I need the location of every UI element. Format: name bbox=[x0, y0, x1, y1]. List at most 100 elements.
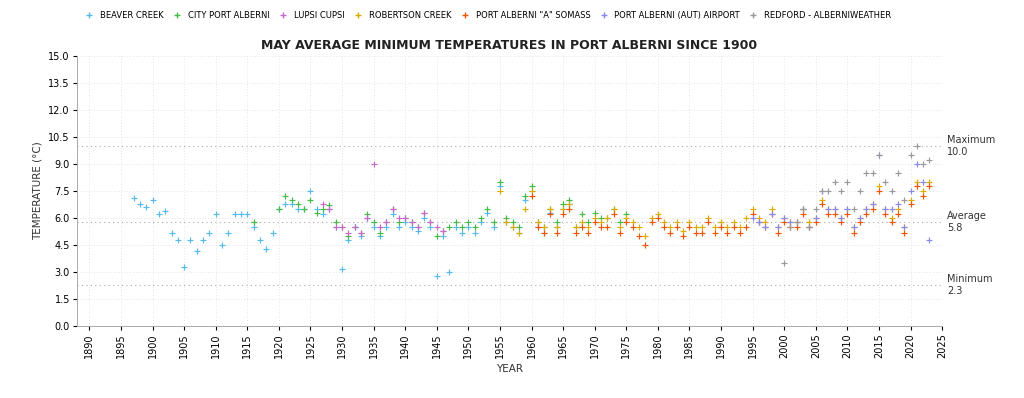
BEAVER CREEK bbox=[536, 229, 552, 236]
LUPSI CUPSI bbox=[372, 224, 388, 230]
BEAVER CREEK bbox=[391, 224, 408, 230]
BEAVER CREEK bbox=[157, 208, 173, 214]
CITY PORT ALBERNI bbox=[529, 219, 546, 225]
BEAVER CREEK bbox=[359, 215, 376, 221]
REDFORD - ALBERNIWEATHER bbox=[908, 143, 925, 149]
CITY PORT ALBERNI bbox=[573, 211, 590, 218]
PORT ALBERNI (AUT) AIRPORT bbox=[884, 206, 900, 212]
REDFORD - ALBERNIWEATHER bbox=[896, 197, 912, 203]
PORT ALBERNI (AUT) AIRPORT bbox=[877, 206, 893, 212]
BEAVER CREEK bbox=[308, 206, 325, 212]
PORT ALBERNI "A" SOMASS bbox=[656, 224, 673, 230]
CITY PORT ALBERNI bbox=[410, 224, 426, 230]
ROBERTSON CREEK bbox=[618, 215, 635, 221]
CITY PORT ALBERNI bbox=[290, 201, 306, 207]
BEAVER CREEK bbox=[473, 219, 489, 225]
ROBERTSON CREEK bbox=[505, 224, 521, 230]
LUPSI CUPSI bbox=[416, 209, 432, 216]
ROBERTSON CREEK bbox=[561, 201, 578, 207]
PORT ALBERNI (AUT) AIRPORT bbox=[890, 201, 906, 207]
PORT ALBERNI (AUT) AIRPORT bbox=[870, 152, 887, 158]
PORT ALBERNI (AUT) AIRPORT bbox=[826, 206, 843, 212]
CITY PORT ALBERNI bbox=[334, 224, 350, 230]
BEAVER CREEK bbox=[240, 211, 256, 218]
PORT ALBERNI "A" SOMASS bbox=[637, 242, 653, 248]
REDFORD - ALBERNIWEATHER bbox=[839, 179, 855, 185]
PORT ALBERNI (AUT) AIRPORT bbox=[852, 215, 868, 221]
ROBERTSON CREEK bbox=[611, 224, 628, 230]
LUPSI CUPSI bbox=[429, 224, 445, 230]
CITY PORT ALBERNI bbox=[391, 219, 408, 225]
ROBERTSON CREEK bbox=[656, 219, 673, 225]
PORT ALBERNI "A" SOMASS bbox=[587, 219, 603, 225]
CITY PORT ALBERNI bbox=[308, 209, 325, 216]
PORT ALBERNI (AUT) AIRPORT bbox=[914, 179, 931, 185]
BEAVER CREEK bbox=[296, 206, 312, 212]
CITY PORT ALBERNI bbox=[328, 219, 344, 225]
CITY PORT ALBERNI bbox=[246, 219, 262, 225]
BEAVER CREEK bbox=[454, 229, 470, 236]
REDFORD - ALBERNIWEATHER bbox=[870, 152, 887, 158]
CITY PORT ALBERNI bbox=[322, 202, 338, 209]
PORT ALBERNI "A" SOMASS bbox=[908, 182, 925, 189]
BEAVER CREEK bbox=[517, 197, 534, 203]
PORT ALBERNI "A" SOMASS bbox=[814, 201, 830, 207]
PORT ALBERNI "A" SOMASS bbox=[536, 229, 552, 236]
ROBERTSON CREEK bbox=[498, 219, 514, 225]
BEAVER CREEK bbox=[151, 211, 167, 218]
BEAVER CREEK bbox=[208, 211, 224, 218]
ROBERTSON CREEK bbox=[687, 224, 703, 230]
PORT ALBERNI "A" SOMASS bbox=[833, 219, 849, 225]
ROBERTSON CREEK bbox=[511, 229, 527, 236]
PORT ALBERNI "A" SOMASS bbox=[788, 224, 805, 230]
ROBERTSON CREEK bbox=[801, 219, 817, 225]
CITY PORT ALBERNI bbox=[581, 219, 597, 225]
LUPSI CUPSI bbox=[353, 229, 370, 236]
CITY PORT ALBERNI bbox=[561, 197, 578, 203]
PORT ALBERNI "A" SOMASS bbox=[605, 211, 622, 218]
ROBERTSON CREEK bbox=[625, 219, 641, 225]
PORT ALBERNI "A" SOMASS bbox=[611, 229, 628, 236]
BEAVER CREEK bbox=[126, 195, 142, 201]
ROBERTSON CREEK bbox=[681, 219, 697, 225]
PORT ALBERNI (AUT) AIRPORT bbox=[808, 215, 824, 221]
Text: Minimum
2.3: Minimum 2.3 bbox=[947, 274, 992, 296]
PORT ALBERNI "A" SOMASS bbox=[618, 219, 635, 225]
ROBERTSON CREEK bbox=[555, 206, 571, 212]
REDFORD - ALBERNIWEATHER bbox=[864, 170, 881, 176]
PORT ALBERNI "A" SOMASS bbox=[631, 233, 647, 239]
CITY PORT ALBERNI bbox=[372, 229, 388, 236]
CITY PORT ALBERNI bbox=[315, 206, 332, 212]
CITY PORT ALBERNI bbox=[397, 215, 414, 221]
REDFORD - ALBERNIWEATHER bbox=[808, 206, 824, 212]
LUPSI CUPSI bbox=[346, 224, 362, 230]
LUPSI CUPSI bbox=[315, 201, 332, 207]
ROBERTSON CREEK bbox=[492, 188, 508, 194]
BEAVER CREEK bbox=[252, 236, 268, 243]
CITY PORT ALBERNI bbox=[587, 209, 603, 216]
PORT ALBERNI "A" SOMASS bbox=[567, 229, 584, 236]
CITY PORT ALBERNI bbox=[454, 224, 470, 230]
LUPSI CUPSI bbox=[322, 206, 338, 212]
ROBERTSON CREEK bbox=[738, 215, 755, 221]
PORT ALBERNI "A" SOMASS bbox=[795, 211, 811, 218]
ROBERTSON CREEK bbox=[643, 215, 659, 221]
ROBERTSON CREEK bbox=[877, 206, 893, 212]
PORT ALBERNI "A" SOMASS bbox=[643, 219, 659, 225]
LUPSI CUPSI bbox=[366, 161, 382, 167]
CITY PORT ALBERNI bbox=[422, 219, 438, 225]
ROBERTSON CREEK bbox=[782, 219, 799, 225]
PORT ALBERNI "A" SOMASS bbox=[687, 229, 703, 236]
PORT ALBERNI (AUT) AIRPORT bbox=[896, 224, 912, 230]
BEAVER CREEK bbox=[214, 242, 230, 248]
ROBERTSON CREEK bbox=[536, 224, 552, 230]
ROBERTSON CREEK bbox=[549, 224, 565, 230]
BEAVER CREEK bbox=[435, 233, 452, 239]
ROBERTSON CREEK bbox=[908, 179, 925, 185]
ROBERTSON CREEK bbox=[858, 206, 874, 212]
ROBERTSON CREEK bbox=[820, 206, 837, 212]
ROBERTSON CREEK bbox=[694, 224, 711, 230]
ROBERTSON CREEK bbox=[732, 224, 749, 230]
ROBERTSON CREEK bbox=[870, 182, 887, 189]
PORT ALBERNI "A" SOMASS bbox=[707, 229, 723, 236]
